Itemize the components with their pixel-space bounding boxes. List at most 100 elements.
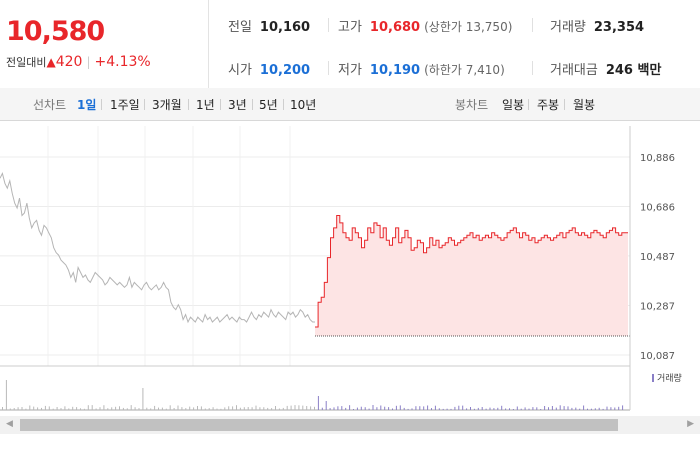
volume-bar xyxy=(329,408,331,410)
volume-bar xyxy=(559,405,561,410)
tab-1w[interactable]: 1주일 xyxy=(110,98,140,112)
low-price: 저가 10,190 (하한가 7,410) xyxy=(338,59,505,78)
volume-bar xyxy=(536,407,538,410)
volume-bar xyxy=(216,408,218,410)
volume-bars xyxy=(2,380,624,410)
volume-bar xyxy=(21,407,23,410)
volume-bar xyxy=(462,405,464,410)
tab-3y[interactable]: 3년 xyxy=(228,98,247,112)
volume-bar xyxy=(275,406,276,410)
volume-bar xyxy=(610,407,612,410)
volume-bar xyxy=(512,409,514,410)
divider xyxy=(283,99,284,110)
volume-bar xyxy=(119,406,120,410)
volume-bar xyxy=(345,407,347,410)
volume-bar xyxy=(154,405,156,410)
volume-bar xyxy=(161,407,163,410)
chart-scrollbar[interactable]: ◀ ▶ xyxy=(0,416,700,434)
volume-bar xyxy=(64,406,66,410)
volume-bar xyxy=(9,408,11,410)
volume-legend-label: 거래량 xyxy=(657,374,682,384)
volume-bar xyxy=(598,407,600,410)
volume-bar xyxy=(267,407,269,410)
volume-bar xyxy=(306,406,308,410)
volume-bar xyxy=(126,408,128,410)
volume-bar xyxy=(407,408,409,410)
tab-1d[interactable]: 1일 xyxy=(77,98,97,112)
tab-3m[interactable]: 3개월 xyxy=(152,98,182,112)
volume-bar xyxy=(364,407,366,410)
volume-bar xyxy=(239,407,241,410)
chart-tabs: 선차트 1일 1주일 3개월 1년 3년 5년 10년 봉차트 일봉 주봉 월봉 xyxy=(0,88,700,121)
volume-bar xyxy=(68,408,70,410)
volume-bar xyxy=(520,408,522,410)
tab-1y[interactable]: 1년 xyxy=(196,98,215,112)
scroll-right-icon[interactable]: ▶ xyxy=(687,419,694,429)
volume: 거래량 23,354 xyxy=(550,16,644,35)
volume-bar xyxy=(25,408,27,410)
volume-bar xyxy=(282,407,284,410)
current-price: 10,580 xyxy=(6,16,105,47)
scroll-thumb[interactable] xyxy=(20,419,618,431)
volume-bar xyxy=(470,407,471,410)
volume-bar xyxy=(337,406,339,410)
volume-bar xyxy=(516,406,518,410)
divider xyxy=(188,99,189,110)
low-value: 10,190 xyxy=(369,63,421,78)
divider xyxy=(144,99,145,110)
tab-5y[interactable]: 5년 xyxy=(259,98,278,112)
tab-10y[interactable]: 10년 xyxy=(290,98,317,112)
volume-bar xyxy=(286,405,288,410)
volume-bar xyxy=(60,408,62,410)
tab-weekly[interactable]: 주봉 xyxy=(537,98,560,112)
volume-bar xyxy=(411,408,413,410)
change-percent: +4.13% xyxy=(94,54,151,70)
high-value: 10,680 xyxy=(369,20,421,35)
volume-bar xyxy=(333,407,335,410)
volume-bar xyxy=(294,405,296,410)
prev-close-label: 전일 xyxy=(228,20,252,35)
volume-bar xyxy=(489,407,491,410)
volume-bar xyxy=(384,406,386,410)
prev-close: 전일 10,160 xyxy=(228,16,310,35)
prev-close-value: 10,160 xyxy=(259,20,311,35)
volume-bar xyxy=(532,407,534,410)
change-row: 전일대비▲420 | +4.13% xyxy=(6,54,151,70)
volume-label: 거래량 xyxy=(550,20,586,35)
volume-bar xyxy=(29,405,31,410)
volume-bar xyxy=(399,405,401,410)
volume-bar xyxy=(173,408,175,410)
volume-bar xyxy=(76,407,78,410)
volume-bar xyxy=(423,406,425,410)
volume-bar xyxy=(48,406,50,410)
volume-bar xyxy=(2,407,3,410)
volume-bar xyxy=(622,405,624,410)
y-tick-label: 10,087 xyxy=(640,351,675,362)
volume-bar xyxy=(83,408,85,410)
volume-bar xyxy=(446,408,448,410)
volume-bar xyxy=(493,408,495,410)
volume-bar xyxy=(189,406,191,410)
amount-value: 246 백만 xyxy=(605,63,662,78)
volume-bar xyxy=(501,405,503,410)
volume-bar xyxy=(551,406,553,410)
volume-bar xyxy=(438,408,440,410)
volume-bar xyxy=(271,408,273,410)
volume-bar xyxy=(579,408,581,410)
volume-bar xyxy=(442,408,444,410)
volume-bar xyxy=(395,405,397,410)
volume-bar xyxy=(91,405,93,410)
open-value: 10,200 xyxy=(259,63,311,78)
volume-bar xyxy=(247,407,249,410)
volume-swatch xyxy=(652,374,654,382)
tab-daily[interactable]: 일봉 xyxy=(502,98,525,112)
volume-bar xyxy=(181,407,183,410)
scroll-left-icon[interactable]: ◀ xyxy=(6,419,13,429)
volume-bar xyxy=(111,407,113,410)
open-price: 시가 10,200 xyxy=(228,59,310,78)
volume-bar xyxy=(388,407,390,410)
volume-bar xyxy=(236,405,237,410)
tab-monthly[interactable]: 월봉 xyxy=(573,98,596,112)
volume-bar xyxy=(208,408,210,410)
lower-limit: (하한가 7,410) xyxy=(424,63,505,77)
